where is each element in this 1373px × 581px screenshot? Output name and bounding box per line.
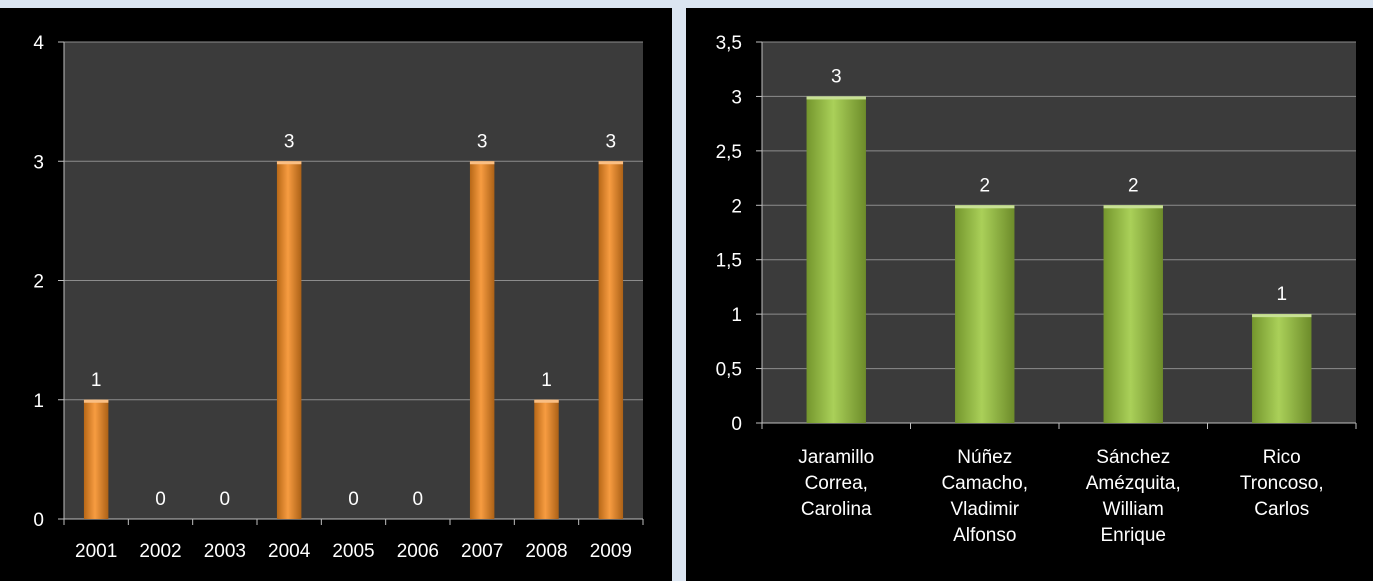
data-label: 3 xyxy=(477,131,488,152)
y-tick-label: 2,5 xyxy=(716,142,742,163)
bar-highlight xyxy=(83,399,109,403)
bar xyxy=(1103,205,1163,423)
data-label: 3 xyxy=(831,66,842,87)
bar xyxy=(469,161,495,519)
x-tick-label: 2003 xyxy=(204,541,246,562)
y-tick-label: 2 xyxy=(33,272,44,293)
bar-highlight xyxy=(276,161,302,165)
x-tick-label: 2007 xyxy=(461,541,503,562)
bar xyxy=(806,96,866,423)
chart-panel-authors: 0 0,5 1 1,5 2 2,5 3 3,5 3 Jaramillo Correa, Carolin… xyxy=(686,8,1373,581)
y-tick-label: 3 xyxy=(731,87,742,108)
y-tick-label: 1,5 xyxy=(716,251,742,272)
bar xyxy=(598,161,624,519)
bar-highlight xyxy=(534,399,559,403)
x-tick-label: 2006 xyxy=(397,541,439,562)
y-tick-label: 0 xyxy=(33,510,44,531)
bar-highlight xyxy=(598,161,624,165)
x-tick-label: 2004 xyxy=(268,541,311,562)
bar-highlight xyxy=(1252,314,1312,318)
bar xyxy=(1252,314,1312,423)
bar-highlight xyxy=(469,161,495,165)
data-label: 3 xyxy=(284,131,295,152)
x-tick-label: Núñez Camacho, Vladimir Alfonso xyxy=(941,447,1028,546)
bar-highlight xyxy=(1103,205,1163,209)
data-label: 0 xyxy=(348,489,359,510)
x-tick-label: Jaramillo Correa, Carolina xyxy=(798,447,874,520)
bar-highlight xyxy=(806,96,866,100)
data-label: 1 xyxy=(91,370,102,391)
bar xyxy=(534,399,559,519)
data-label: 1 xyxy=(1276,284,1287,305)
x-tick-label: 2008 xyxy=(525,541,567,562)
bar xyxy=(955,205,1015,423)
data-label: 2 xyxy=(979,175,990,196)
x-tick-label: Sánchez Amézquita, William Enrique xyxy=(1086,447,1181,546)
data-label: 3 xyxy=(606,131,617,152)
y-tick-label: 1 xyxy=(731,305,742,326)
data-label: 1 xyxy=(541,370,552,391)
x-tick-label: 2002 xyxy=(139,541,181,562)
bar xyxy=(83,399,109,519)
x-tick-label: 2005 xyxy=(332,541,374,562)
data-label: 0 xyxy=(155,489,166,510)
y-tick-label: 0 xyxy=(731,414,742,435)
y-tick-label: 3 xyxy=(33,152,44,173)
y-tick-label: 4 xyxy=(33,33,44,54)
bar xyxy=(276,161,302,519)
y-tick-label: 1 xyxy=(33,391,44,412)
data-label: 0 xyxy=(413,489,424,510)
chart-panel-years: 0 1 2 3 4 1 2001 0 2002 0 2003 3 2004 0 2005 0 2006 3 2007… xyxy=(0,8,672,581)
y-tick-label: 2 xyxy=(731,196,742,217)
bar-highlight xyxy=(955,205,1015,209)
y-tick-label: 0,5 xyxy=(716,360,742,381)
y-tick-label: 3,5 xyxy=(716,33,742,54)
x-tick-label: 2009 xyxy=(590,541,632,562)
data-label: 2 xyxy=(1128,175,1139,196)
data-label: 0 xyxy=(220,489,231,510)
x-tick-label: Rico Troncoso, Carlos xyxy=(1240,447,1324,520)
bar-chart-by-author: 0 0,5 1 1,5 2 2,5 3 3,5 3 Jaramillo Correa, Carolin… xyxy=(716,33,1357,546)
bar-chart-by-year: 0 1 2 3 4 1 2001 0 2002 0 2003 3 2004 0 2005 0 2006 3 2007… xyxy=(33,33,644,562)
x-tick-label: 2001 xyxy=(75,541,117,562)
